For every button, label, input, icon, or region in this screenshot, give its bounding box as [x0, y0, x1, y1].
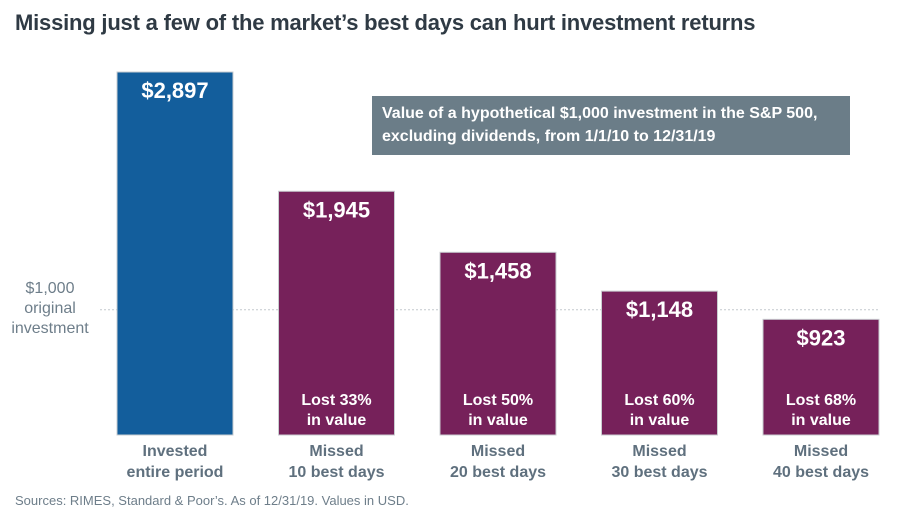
value-label: $1,945 — [303, 197, 370, 222]
legend-note-line: Value of a hypothetical $1,000 investmen… — [382, 105, 818, 122]
value-label: $2,897 — [141, 78, 208, 103]
category-label: Invested — [143, 443, 208, 460]
value-label: $1,148 — [626, 297, 693, 322]
loss-label: Lost 33% — [301, 392, 371, 409]
loss-label: Lost 60% — [624, 392, 694, 409]
reference-label: $1,000 original investment — [0, 279, 100, 339]
category-label: Missed — [632, 443, 686, 460]
loss-label: Lost 50% — [463, 392, 533, 409]
legend-note-line: excluding dividends, from 1/1/10 to 12/3… — [382, 128, 716, 145]
bar — [439, 251, 557, 436]
loss-label: Lost 68% — [786, 392, 856, 409]
category-label: 30 best days — [611, 464, 707, 481]
category-label: 10 best days — [288, 464, 384, 481]
bar — [762, 318, 880, 436]
bar — [601, 290, 718, 436]
legend-note: Value of a hypothetical $1,000 investmen… — [372, 96, 850, 155]
category-label: entire period — [127, 464, 224, 481]
category-label: Missed — [309, 443, 363, 460]
category-label: 20 best days — [450, 464, 546, 481]
reference-label-line: original — [24, 300, 76, 317]
category-label: 40 best days — [773, 464, 869, 481]
reference-label-line: $1,000 — [25, 280, 75, 297]
category-label: Missed — [794, 443, 848, 460]
loss-label: in value — [307, 412, 367, 429]
value-label: $923 — [797, 325, 846, 350]
loss-label: in value — [791, 412, 851, 429]
category-label: Missed — [471, 443, 525, 460]
bar — [278, 190, 395, 436]
source-note: Sources: RIMES, Standard & Poor’s. As of… — [15, 493, 409, 508]
chart-title: Missing just a few of the market’s best … — [15, 10, 756, 35]
loss-label: in value — [630, 412, 690, 429]
loss-label: in value — [468, 412, 528, 429]
reference-label-line: investment — [11, 320, 89, 337]
bar — [116, 71, 234, 436]
value-label: $1,458 — [464, 258, 531, 283]
